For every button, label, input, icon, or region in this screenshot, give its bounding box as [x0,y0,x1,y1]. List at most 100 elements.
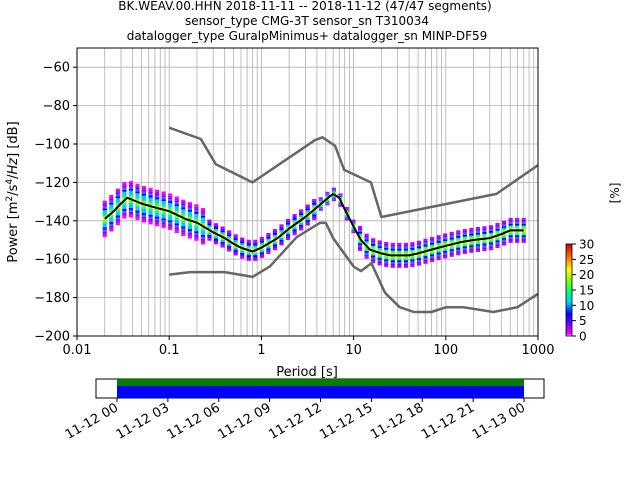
heatmap-cell [469,249,474,251]
heatmap-cell [331,189,336,192]
heatmap-cell [443,246,448,249]
heatmap-cell [181,228,186,231]
heatmap-cell [220,226,225,229]
heatmap-cell [475,240,480,243]
psd-plot: 0.01 0.1 1 10 100 1000 −200 −180 −160 −140 −120 −1… [5,47,555,380]
heatmap-cell [488,232,494,235]
heatmap-cell [266,246,271,249]
heatmap-cell [318,206,323,209]
heatmap-cell [168,199,173,202]
heatmap-cell [135,214,140,217]
heatmap-cell [259,250,264,253]
heatmap-cell [174,198,179,201]
heatmap-cell [488,229,494,231]
heatmap-cell [403,248,408,251]
heatmap-cell [194,227,199,230]
heatmap-cell [141,195,147,198]
heatmap-cell [377,259,382,262]
heatmap-cell [213,227,219,229]
heatmap-cell [194,231,199,234]
heatmap-cell [187,236,192,239]
heatmap-cell [475,228,480,231]
heatmap-cell [161,206,166,209]
heatmap-cell [128,211,134,214]
heatmap-cell [168,204,173,207]
heatmap-cell [155,214,160,217]
heatmap-cell [122,216,127,219]
heatmap-cell [449,233,454,236]
heatmap-cell [200,238,206,241]
heatmap-cell [246,243,251,246]
heatmap-cell [475,232,480,235]
heatmap-cell [357,243,363,246]
heatmap-cell [174,211,179,214]
heatmap-cell [161,216,166,219]
heatmap-cell [344,218,350,221]
heatmap-cell [200,223,206,226]
heatmap-cell [246,239,251,242]
heatmap-cell [423,254,428,257]
heatmap-cell [148,199,153,202]
heatmap-cell [285,222,291,225]
heatmap-cell [187,209,192,212]
heatmap-cell [501,228,507,231]
heatmap-cell [148,222,153,225]
heatmap-cell [135,204,140,207]
heatmap-cell [364,250,369,253]
heatmap-cell [181,213,186,215]
heatmap-cell [292,217,297,220]
heatmap-cell [475,236,480,239]
heatmap-cell [364,237,369,240]
heatmap-cell [168,226,173,229]
heatmap-cell [279,228,284,231]
heatmap-cell [233,251,238,254]
heatmap-cell [299,224,304,227]
heatmap-cell [292,225,297,228]
heatmap-cell [266,232,271,235]
heatmap-cell [501,222,507,225]
heatmap-cell [397,264,402,266]
heatmap-cell [194,204,199,207]
heatmap-cell [128,213,134,216]
heatmap-cell [482,230,487,232]
heatmap-cell [207,219,212,222]
heatmap-cell [109,227,114,230]
heatmap-cell [174,219,179,222]
heatmap-cell [299,213,304,216]
heatmap-cell [515,223,520,226]
heatmap-cell [312,210,317,213]
heatmap-cell [168,201,173,204]
heatmap-cell [200,242,206,245]
heatmap-cell [410,247,415,250]
heatmap-cell [240,256,245,259]
heatmap-cell [122,185,127,188]
heatmap-cell [495,240,500,243]
heatmap-cell [102,216,107,218]
heatmap-cell [135,191,140,194]
heatmap-cell [501,243,507,246]
heatmap-cell [384,247,389,250]
heatmap-cell [102,214,107,216]
heatmap-cell [122,207,127,209]
heatmap-cell [436,237,441,240]
heatmap-cell [469,231,474,234]
heatmap-cell [501,239,507,242]
heatmap-cell [227,245,232,248]
heatmap-cell [285,234,291,237]
heatmap-cell [161,191,166,194]
heatmap-cell [475,244,480,247]
heatmap-cell [397,265,402,268]
heatmap-cell [377,250,382,252]
heatmap-cell [279,243,284,246]
heatmap-cell [305,208,310,211]
heatmap-cell [469,229,474,232]
heatmap-cell [161,202,166,205]
heatmap-cell [305,223,310,226]
heatmap-cell [233,236,238,239]
heatmap-cell [109,206,114,209]
heatmap-cell [194,211,199,214]
heatmap-cell [102,208,107,211]
date-tick-label: 11-13 00 [470,400,528,442]
heatmap-cell [122,189,127,192]
heatmap-cell [449,247,454,250]
